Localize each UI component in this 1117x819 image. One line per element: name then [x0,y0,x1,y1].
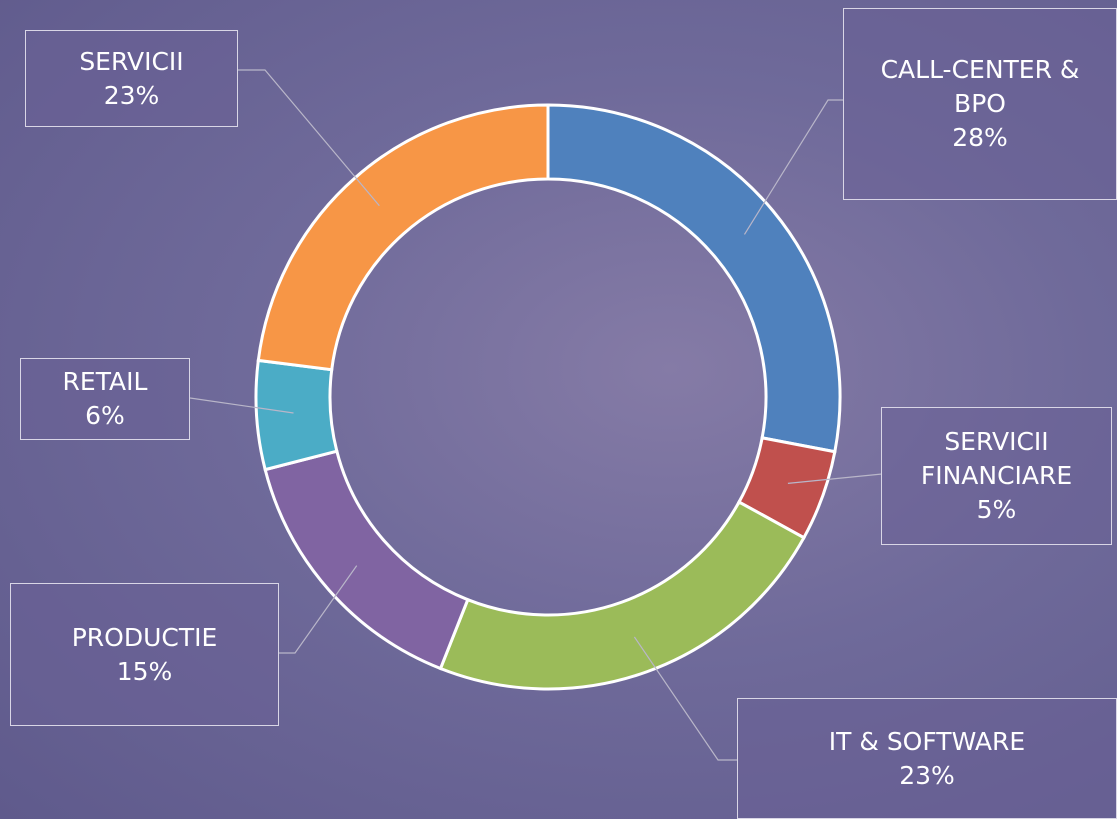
value-label: 28% [864,121,1096,155]
value-label: 23% [32,79,231,113]
category-label: RETAIL [27,365,183,399]
value-label: 6% [27,399,183,433]
donut-segment [548,105,840,452]
donut-segment [258,105,548,370]
value-label: 5% [902,493,1091,527]
page: (() => { const data = JSON.parse(documen… [0,0,1117,819]
category-label: CALL-CENTER & BPO [864,53,1096,121]
category-label: IT & SOFTWARE [744,725,1110,759]
category-label: PRODUCTIE [17,621,272,655]
value-label: 23% [744,759,1110,793]
donut-segment [265,451,468,668]
donut-segment [256,360,337,469]
value-label: 15% [17,655,272,689]
category-label: SERVICII [32,45,231,79]
donut-segment [441,502,804,689]
category-label: SERVICII FINANCIARE [902,425,1091,493]
